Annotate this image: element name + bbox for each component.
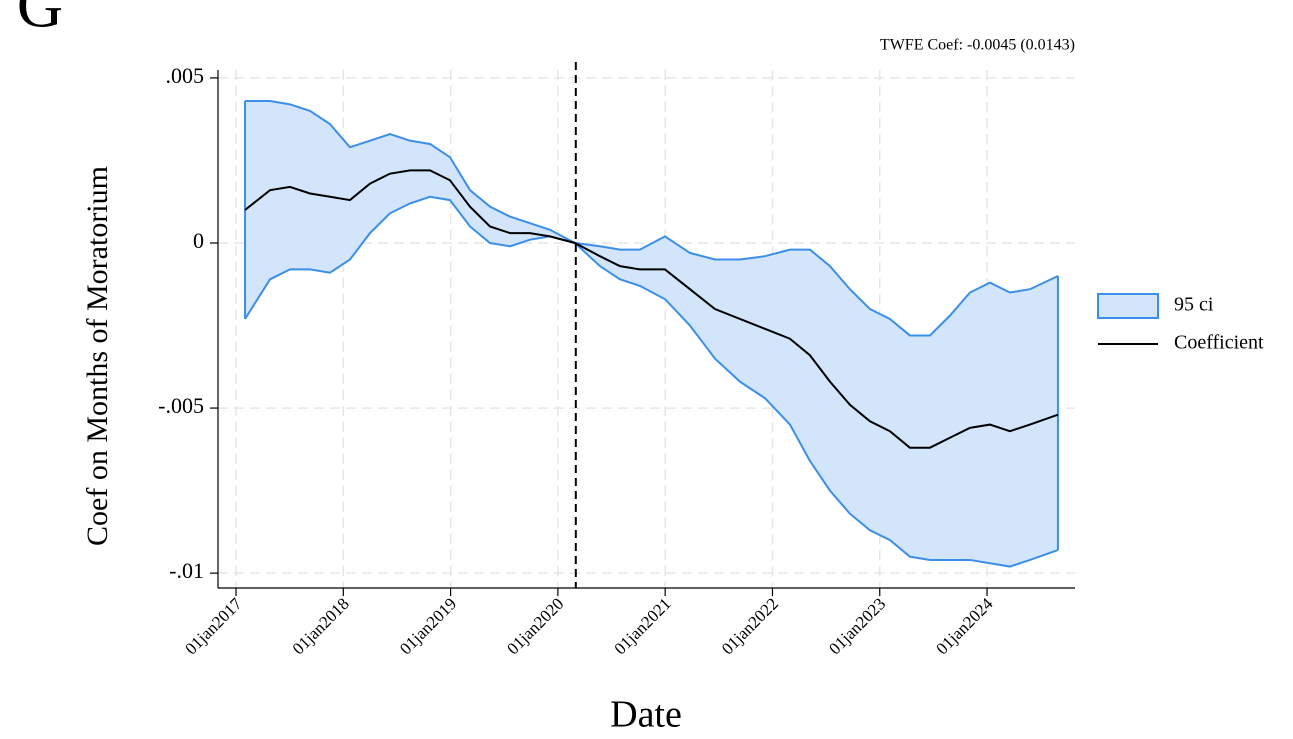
- x-axis-label: Date: [610, 694, 682, 736]
- ci-band: [245, 101, 1058, 567]
- y-tick-label: .005: [166, 63, 205, 88]
- y-tick-label: -.01: [169, 558, 204, 583]
- ci-upper: [245, 100, 1059, 337]
- x-tick-label: 01jan2019: [396, 594, 460, 658]
- panel-label: G: [17, 0, 63, 41]
- coefficient-line: [244, 169, 1059, 449]
- y-tick-label: -.005: [158, 393, 204, 418]
- legend-label: Coefficient: [1174, 332, 1264, 354]
- annotation: TWFE Coef: -0.0045 (0.0143): [880, 37, 1075, 54]
- ci-lower: [244, 195, 1059, 568]
- y-axis-label: Coef on Months of Moratorium: [81, 166, 114, 546]
- x-tick-label: 01jan2023: [825, 594, 889, 658]
- x-tick-label: 01jan2017: [181, 594, 246, 659]
- x-tick-label: 01jan2022: [718, 594, 782, 658]
- x-tick-label: 01jan2018: [289, 594, 353, 658]
- y-tick-label: 0: [193, 228, 204, 253]
- x-tick-label: 01jan2020: [503, 594, 567, 658]
- x-tick-label: 01jan2024: [932, 594, 997, 659]
- legend-label: 95 ci: [1174, 294, 1214, 316]
- legend-swatch: [1097, 293, 1159, 319]
- x-tick-label: 01jan2021: [611, 594, 675, 658]
